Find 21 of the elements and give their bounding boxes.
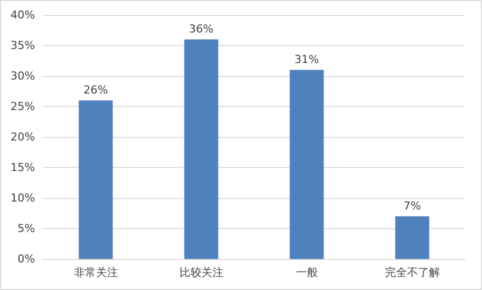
data-label: 7% bbox=[404, 199, 421, 212]
y-tick-label: 35% bbox=[10, 39, 35, 52]
data-label: 31% bbox=[294, 52, 319, 66]
y-tick-label: 30% bbox=[10, 70, 35, 82]
x-tick-label: 完全不了解 bbox=[384, 266, 440, 279]
data-label: 26% bbox=[84, 83, 108, 96]
y-tick-label: 10% bbox=[10, 192, 35, 204]
bar bbox=[395, 216, 430, 259]
data-label: 36% bbox=[189, 22, 214, 36]
bar bbox=[290, 70, 324, 259]
x-tick-label: 非常关注 bbox=[74, 266, 118, 279]
x-tick-label: 一般 bbox=[296, 266, 318, 279]
bar bbox=[184, 39, 218, 259]
x-tick-label: 比较关注 bbox=[179, 266, 224, 279]
y-tick-label: 40% bbox=[10, 8, 35, 22]
y-tick-label: 15% bbox=[10, 161, 35, 174]
y-tick-label: 20% bbox=[10, 130, 35, 144]
bar bbox=[78, 100, 113, 259]
y-tick-label: 0% bbox=[18, 252, 35, 266]
y-tick-label: 25% bbox=[10, 100, 35, 113]
y-tick-label: 5% bbox=[18, 222, 35, 235]
